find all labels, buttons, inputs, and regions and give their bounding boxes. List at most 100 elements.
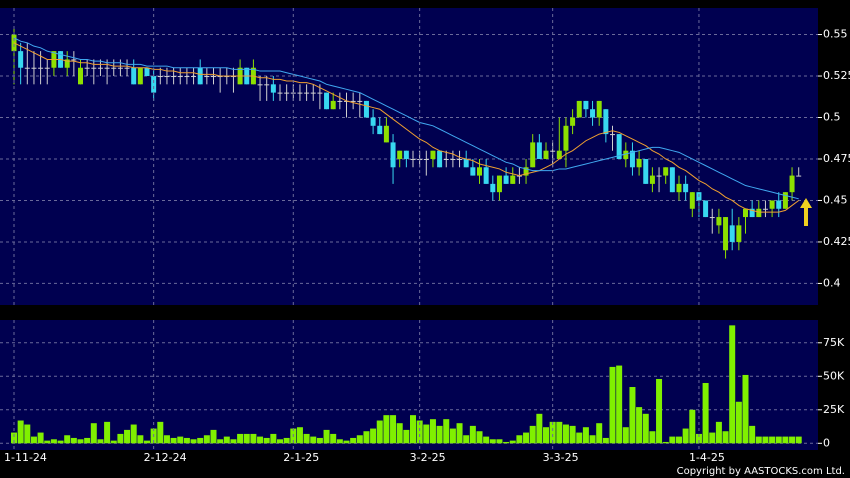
candle-body bbox=[78, 67, 83, 85]
volume-bar bbox=[17, 420, 24, 444]
candle-body bbox=[191, 76, 197, 78]
candle-body bbox=[337, 100, 343, 102]
x-tick-label: 1-11-24 bbox=[4, 451, 47, 464]
volume-bar bbox=[562, 424, 569, 444]
candle-body bbox=[457, 158, 463, 160]
candle-body bbox=[157, 76, 163, 78]
candle-body bbox=[536, 142, 542, 159]
candle-body bbox=[383, 125, 389, 143]
volume-bar bbox=[569, 425, 576, 444]
volume-bar bbox=[576, 432, 583, 444]
volume-bar bbox=[456, 423, 463, 444]
candle-body bbox=[576, 100, 582, 118]
candle-body bbox=[84, 67, 90, 69]
candle-body bbox=[64, 59, 70, 68]
candle-body bbox=[71, 59, 77, 61]
volume-bar bbox=[762, 436, 769, 444]
volume-bar bbox=[410, 415, 416, 444]
candle-body bbox=[370, 117, 376, 126]
volume-bar bbox=[702, 382, 709, 444]
volume-bar bbox=[270, 433, 277, 444]
volume-bar bbox=[682, 428, 689, 444]
candle-body bbox=[543, 150, 549, 159]
candle-body bbox=[796, 175, 802, 177]
volume-bar bbox=[316, 437, 323, 444]
volume-bar bbox=[503, 441, 510, 444]
volume-bar bbox=[523, 432, 530, 444]
candle-body bbox=[656, 175, 662, 177]
candle-body bbox=[131, 67, 137, 85]
volume-bar bbox=[130, 424, 137, 444]
volume-bar bbox=[157, 421, 164, 444]
volume-bar bbox=[257, 436, 264, 444]
volume-bar bbox=[70, 437, 77, 444]
volume-bar bbox=[44, 440, 51, 444]
candle-body bbox=[397, 150, 403, 159]
volume-bar bbox=[223, 436, 230, 444]
candle-body bbox=[689, 192, 695, 209]
volume-bar bbox=[656, 378, 663, 444]
candle-body bbox=[91, 67, 97, 69]
candle-body bbox=[38, 67, 44, 69]
y-tick-label: 25K bbox=[823, 403, 845, 416]
y-tick-label: 0.55 bbox=[823, 28, 848, 41]
candle-body bbox=[270, 84, 276, 93]
volume-bar bbox=[230, 439, 237, 444]
volume-bar bbox=[383, 415, 390, 444]
volume-bar bbox=[649, 431, 656, 444]
candle-body bbox=[723, 217, 729, 251]
volume-bar bbox=[30, 436, 37, 444]
volume-bar bbox=[250, 433, 257, 444]
x-tick-label: 2-1-25 bbox=[283, 451, 319, 464]
candle-body bbox=[443, 158, 449, 160]
candle-body bbox=[450, 158, 456, 160]
volume-bar bbox=[483, 436, 490, 444]
volume-bar bbox=[243, 433, 250, 444]
volume-bar bbox=[782, 436, 789, 444]
candle-body bbox=[284, 92, 290, 94]
volume-bar bbox=[350, 437, 357, 444]
candle-body bbox=[496, 175, 502, 193]
volume-bar bbox=[749, 425, 756, 444]
volume-bar bbox=[124, 429, 131, 444]
candle-body bbox=[563, 125, 569, 151]
candle-body bbox=[144, 67, 150, 77]
signal-arrow bbox=[800, 198, 812, 226]
volume-bar bbox=[144, 440, 150, 444]
candle-body bbox=[623, 150, 629, 159]
candle-body bbox=[197, 67, 203, 85]
volume-bar bbox=[669, 436, 676, 444]
volume-bar bbox=[443, 419, 450, 444]
volume-bar bbox=[556, 421, 563, 444]
candle-body bbox=[317, 92, 323, 94]
volume-bar bbox=[642, 413, 649, 444]
volume-bar bbox=[163, 435, 170, 444]
candle-body bbox=[683, 183, 689, 193]
volume-bar bbox=[376, 420, 383, 444]
volume-bar bbox=[84, 437, 91, 444]
volume-bar bbox=[429, 419, 436, 444]
x-tick-label: 3-3-25 bbox=[543, 451, 579, 464]
volume-bar bbox=[416, 420, 423, 444]
volume-bar bbox=[509, 440, 516, 444]
candle-body bbox=[390, 142, 396, 168]
volume-bar bbox=[529, 425, 536, 444]
volume-bar bbox=[769, 436, 776, 444]
candle-body bbox=[490, 183, 496, 193]
candle-body bbox=[477, 167, 482, 176]
candle-body bbox=[357, 100, 363, 102]
volume-bar bbox=[715, 421, 722, 444]
volume-bar bbox=[303, 433, 310, 444]
candle-body bbox=[324, 92, 330, 110]
volume-bar bbox=[24, 424, 31, 444]
candle-body bbox=[184, 76, 190, 78]
y-tick-label: 0.4 bbox=[823, 276, 841, 289]
volume-bar bbox=[789, 436, 796, 444]
candle-body bbox=[177, 76, 183, 78]
candle-body bbox=[410, 158, 416, 160]
volume-bar bbox=[742, 374, 749, 444]
volume-bar bbox=[463, 435, 470, 444]
candle-body bbox=[596, 100, 602, 118]
